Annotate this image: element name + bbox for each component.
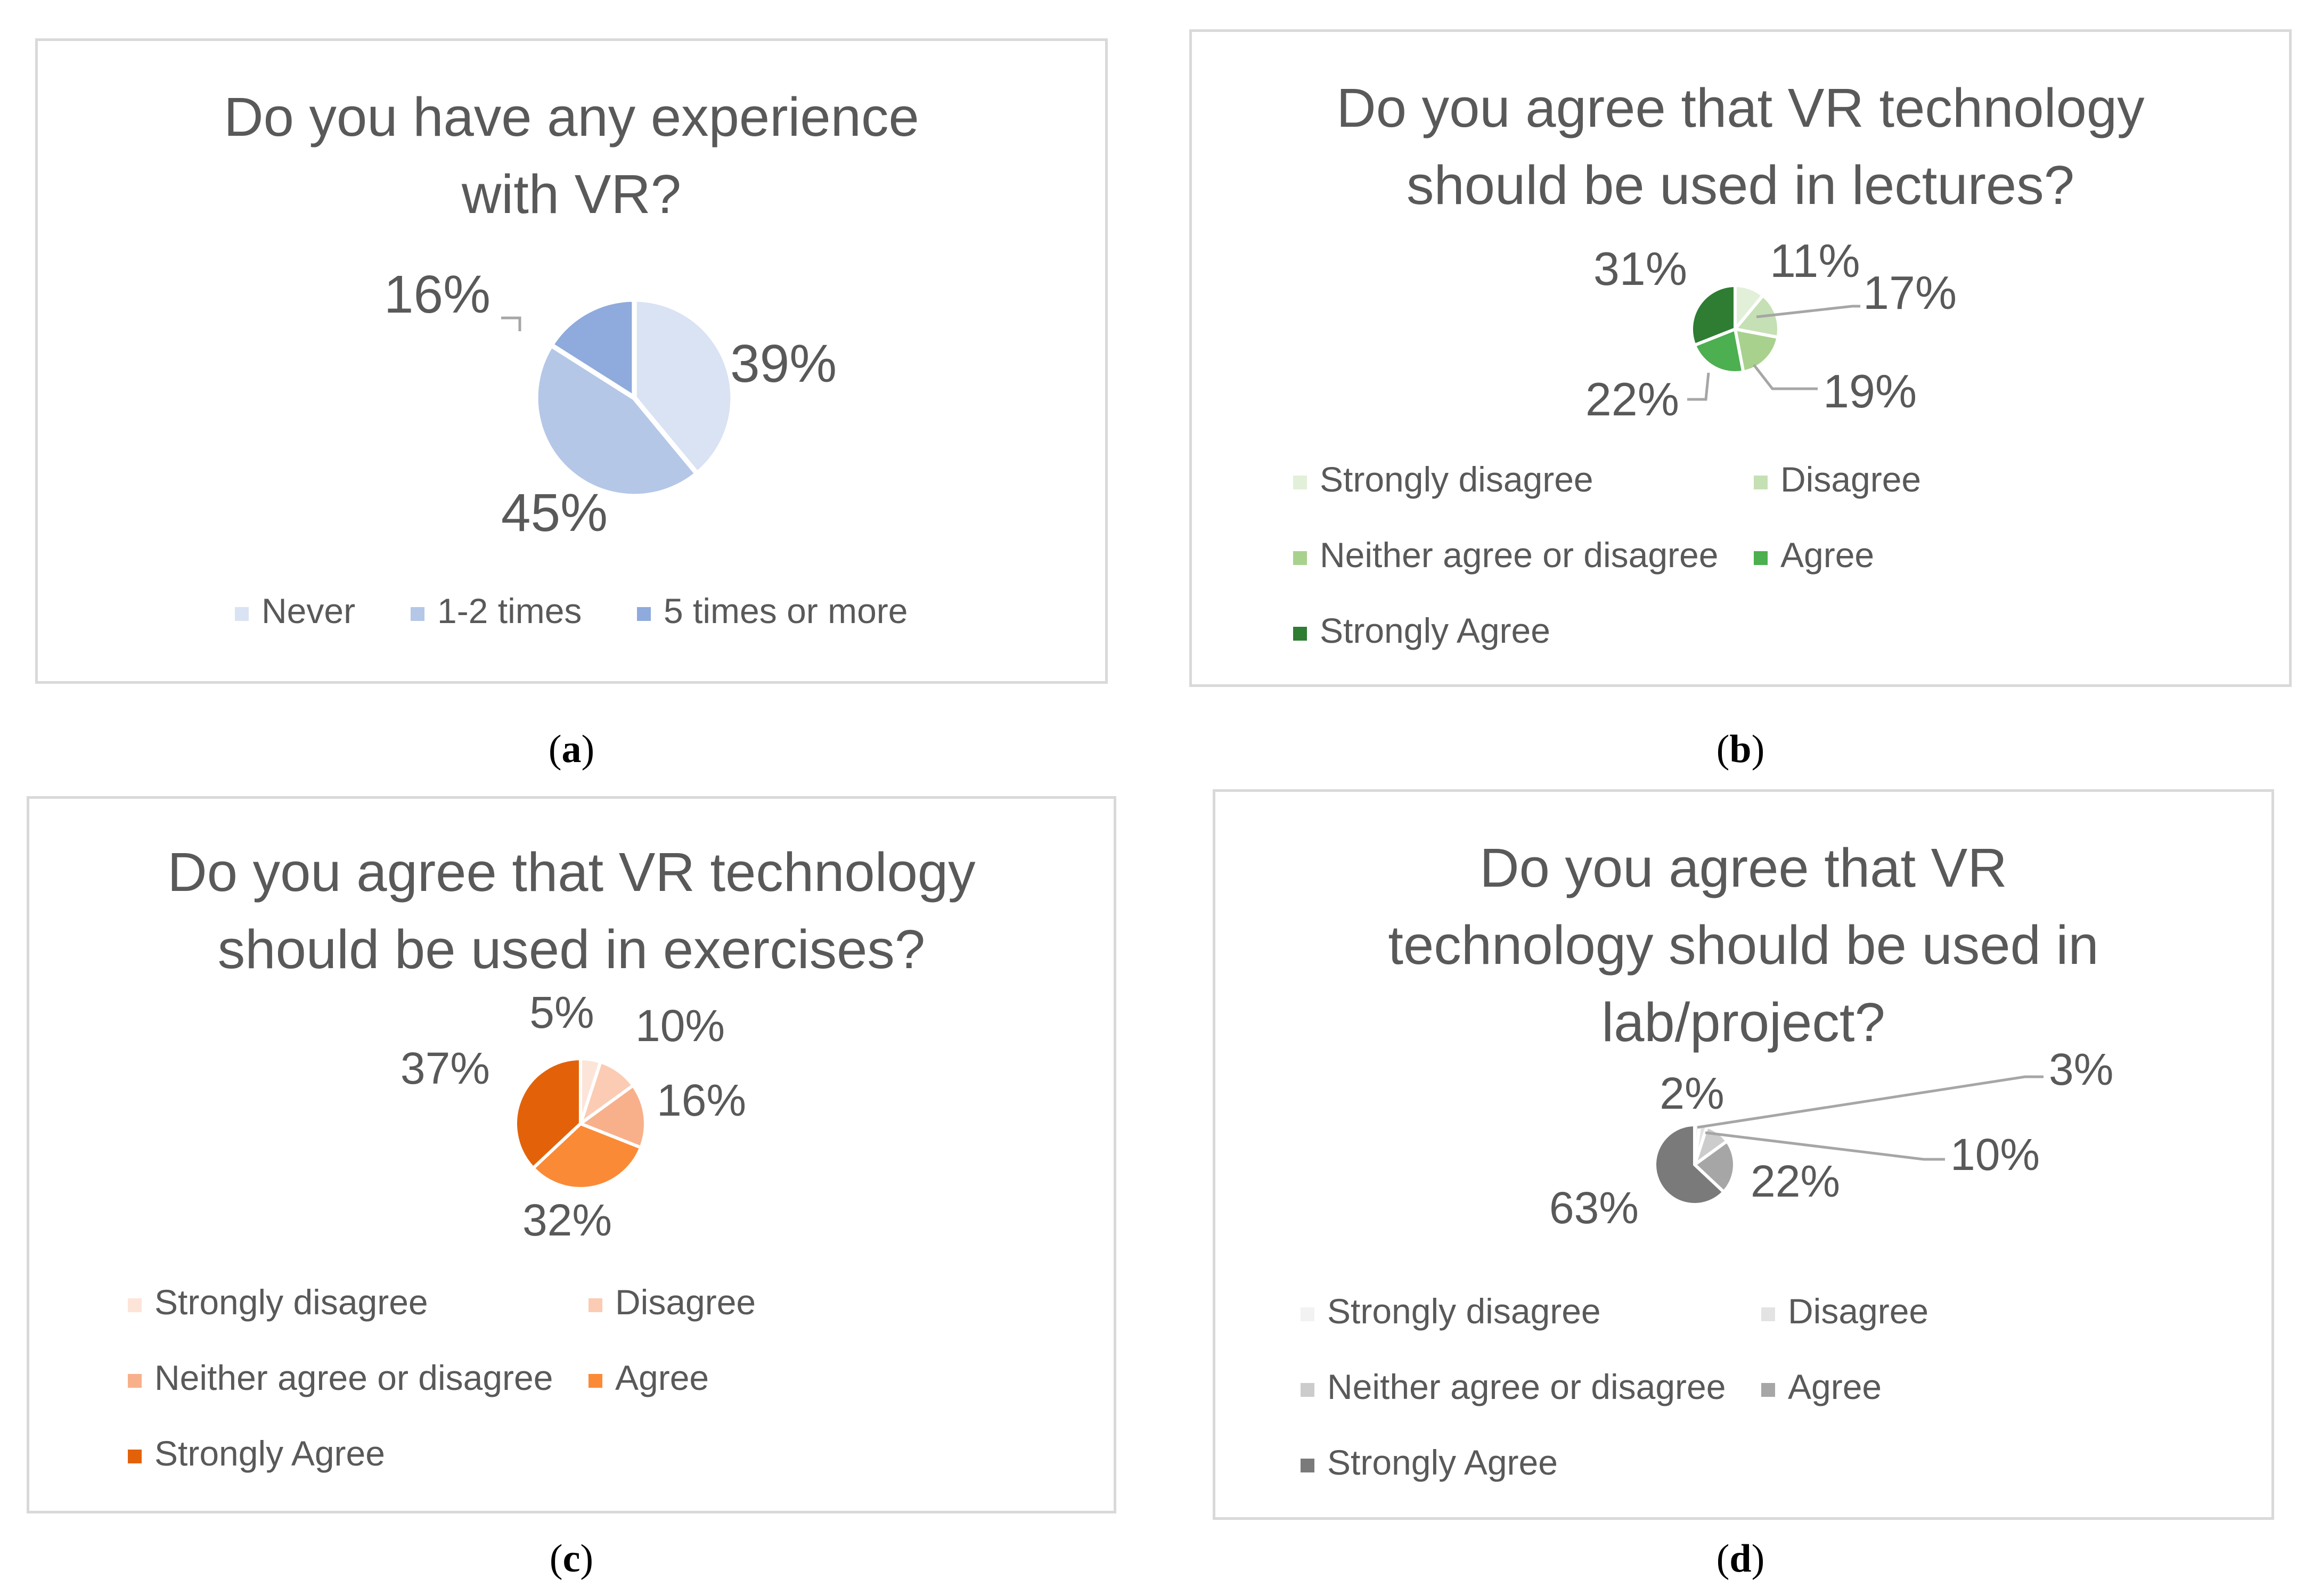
data-label: 45% <box>501 483 608 543</box>
legend-item-disagree: Disagree <box>1754 458 1921 501</box>
legend-swatch <box>588 1298 602 1312</box>
pie-slice-1-2-times <box>533 341 701 499</box>
pie-slice-strongly-agree <box>1690 283 1737 348</box>
legend-item-agree: Agree <box>588 1356 709 1399</box>
data-label: 11% <box>1770 234 1860 287</box>
legend-swatch <box>128 1374 142 1388</box>
data-label: 37% <box>400 1043 490 1093</box>
leader-line <box>501 316 521 331</box>
caption-b: (b) <box>1716 727 1765 771</box>
legend-swatch <box>1293 476 1307 489</box>
legend-swatch <box>1301 1459 1314 1472</box>
legend-swatch <box>411 607 424 621</box>
legend-item-disagree: Disagree <box>1761 1290 1928 1332</box>
legend-item-strongly-disagree: Strongly disagree <box>1293 458 1593 501</box>
legend-item-strongly-agree: Strongly Agree <box>1301 1441 1558 1484</box>
caption-a: (a) <box>548 727 595 771</box>
leader-line <box>1697 1075 2044 1129</box>
pie-slice-agree <box>1692 1139 1736 1194</box>
legend-swatch <box>235 607 249 621</box>
caption-d: (d) <box>1716 1537 1765 1581</box>
pie-slice-strongly-agree <box>1653 1123 1726 1206</box>
data-label: 10% <box>635 1001 725 1051</box>
pie-chart: 11%17% 19% 22% 31% <box>1585 234 1957 425</box>
legend-item-agree: Agree <box>1754 534 1874 576</box>
legend-swatch <box>1754 476 1768 489</box>
chart-panel-c: Do you agree that VR technology should b… <box>27 796 1116 1513</box>
legend-item-strongly-agree: Strongly Agree <box>128 1432 385 1475</box>
chart-title: Do you have any experience with VR? <box>224 86 919 225</box>
data-label: 5% <box>529 987 594 1037</box>
data-label: 22% <box>1585 373 1679 425</box>
legend-item-5-times-or-more: 5 times or more <box>637 590 908 632</box>
legend-swatch <box>1301 1383 1314 1397</box>
data-label: 16% <box>384 265 491 324</box>
data-label: 17% <box>1863 266 1957 319</box>
legend-item-agree: Agree <box>1761 1365 1882 1408</box>
data-label: 22% <box>1751 1156 1840 1206</box>
legend-item-1-2-times: 1-2 times <box>411 590 582 632</box>
pie-chart: 5% 10% 16% 32% 37% <box>400 987 746 1245</box>
legend-item-neither: Neither agree or disagree <box>1301 1365 1726 1408</box>
pie-chart: 2% 3%10% 22% 63% <box>1549 1044 2114 1233</box>
data-label: 10% <box>1950 1130 2040 1180</box>
pie-slice-never <box>632 297 735 478</box>
leader-line <box>1705 1131 1945 1161</box>
legend-item-neither: Neither agree or disagree <box>1293 534 1718 576</box>
legend-item-neither: Neither agree or disagree <box>128 1356 553 1399</box>
legend-swatch <box>637 607 651 621</box>
legend-swatch <box>128 1298 142 1312</box>
pie-slice-5-times-or-more <box>547 297 637 403</box>
data-label: 19% <box>1823 365 1917 418</box>
data-label: 16% <box>657 1075 746 1125</box>
data-label: 3% <box>2049 1044 2113 1094</box>
leader-line <box>1687 372 1710 401</box>
chart-panel-b: Do you agree that VR technology should b… <box>1189 29 2292 687</box>
pie-slice-neither-agree-or-disagree <box>577 1083 648 1150</box>
leader-line <box>1756 305 1860 318</box>
legend-swatch <box>128 1450 142 1463</box>
data-label: 32% <box>522 1195 612 1245</box>
data-label: 31% <box>1593 242 1687 295</box>
legend-swatch <box>1293 627 1307 641</box>
chart-title: Do you agree that VR technology should b… <box>1388 837 2099 1053</box>
legend-swatch <box>1754 551 1768 565</box>
chart-title: Do you agree that VR technology should b… <box>167 841 976 980</box>
legend-item-never: Never <box>235 590 355 632</box>
legend-swatch <box>1293 551 1307 565</box>
legend-swatch <box>1761 1307 1775 1321</box>
pie-slice-strongly-agree <box>513 1057 583 1171</box>
chart-panel-d: Do you agree that VR technology should b… <box>1213 789 2274 1520</box>
legend-swatch <box>588 1374 602 1388</box>
pie-slice-agree <box>530 1122 643 1191</box>
legend-item-disagree: Disagree <box>588 1281 756 1323</box>
legend-swatch <box>1301 1307 1314 1321</box>
legend-item-strongly-agree: Strongly Agree <box>1293 609 1550 652</box>
pie-slice-agree <box>1692 326 1745 374</box>
legend-swatch <box>1761 1383 1775 1397</box>
leader-line <box>1753 364 1818 390</box>
data-label: 2% <box>1660 1068 1724 1118</box>
chart-title: Do you agree that VR technology should b… <box>1336 77 2145 216</box>
pie-slice-neither-agree-or-disagree <box>1733 327 1780 374</box>
legend-item-strongly-disagree: Strongly disagree <box>1301 1290 1601 1332</box>
data-label: 39% <box>730 334 837 394</box>
pie-chart: 39% 45% 16% <box>384 265 837 543</box>
caption-c: (c) <box>549 1537 594 1581</box>
data-label: 63% <box>1549 1183 1639 1233</box>
chart-panel-a: Do you have any experience with VR? 39% 4… <box>35 38 1108 684</box>
legend-item-strongly-disagree: Strongly disagree <box>128 1281 428 1323</box>
